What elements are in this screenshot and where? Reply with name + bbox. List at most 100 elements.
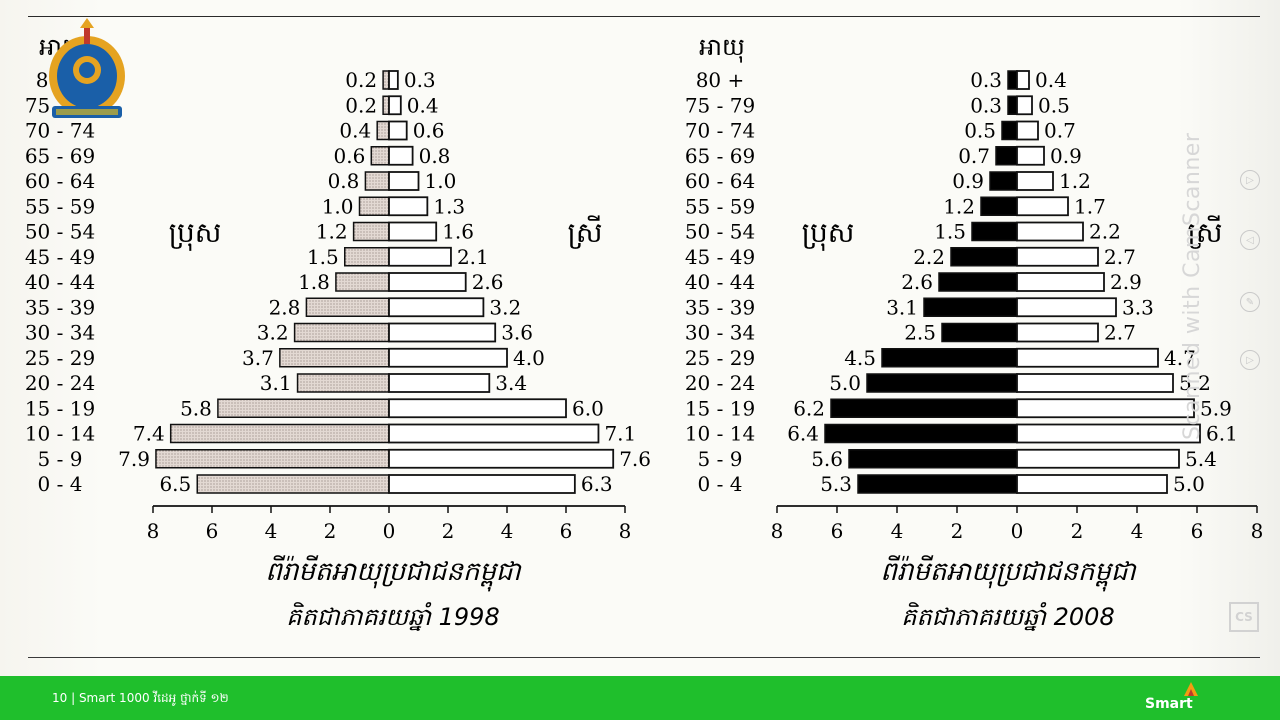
male-bar [296,373,390,393]
female-bar [1016,448,1180,469]
play-icon[interactable]: ▷ [1240,350,1260,370]
male-value-label: 5.8 [180,396,212,420]
female-bar [388,145,414,166]
male-value-label: 0.9 [952,169,984,193]
x-tick-label: 2 [324,519,337,543]
female-value-label: 2.2 [1089,220,1121,244]
female-bar [1016,272,1105,292]
male-value-label: 0.2 [345,93,377,117]
population-pyramids: អាយុ 0 - 4 6.5 6.3 5 - 9 7.9 7.6 10 - 14 7.4 7.1 1… [25,33,1264,631]
female-value-label: 0.3 [404,68,436,92]
female-bar [388,398,567,419]
x-tick-label: 4 [501,519,514,543]
chart-title: ពីរ៉ាមីតអាយុប្រជាជនកម្ពុជា [265,555,522,592]
female-label: ស្រី [568,215,603,249]
draw-icon[interactable]: ✎ [1240,292,1260,312]
chart-subtitle: គិតជាភាគរយឆ្នាំ 2008 [901,602,1114,631]
brand-name: Smart [1145,696,1193,712]
male-bar [169,423,390,444]
male-bar [335,272,390,292]
male-value-label: 2.2 [913,245,945,269]
female-value-label: 4.0 [513,346,545,370]
male-bar [155,449,390,469]
male-value-label: 1.5 [934,220,966,244]
age-tick-label: 75 - 79 [685,93,755,117]
back-icon[interactable]: ◁ [1240,230,1260,250]
age-tick-label: 45 - 49 [25,245,95,269]
age-tick-label: 10 - 14 [685,422,755,446]
male-bar [352,221,390,242]
age-tick-label: 80 + [696,68,745,92]
age-tick-label: 15 - 19 [25,396,95,420]
female-bar [1016,347,1159,368]
male-value-label: 5.0 [829,371,861,395]
age-tick-label: 65 - 69 [685,144,755,168]
male-value-label: 0.2 [345,68,377,92]
female-bar [388,423,600,444]
age-tick-label: 60 - 64 [25,169,95,193]
male-bar [824,423,1018,444]
female-value-label: 2.7 [1104,321,1136,345]
male-bar [1001,120,1018,141]
female-bar [388,171,420,191]
x-tick-label: 6 [1191,519,1204,543]
age-tick-label: 0 - 4 [38,472,83,496]
male-bar [989,171,1018,191]
female-value-label: 7.1 [604,422,636,446]
age-axis-label: អាយុ [699,33,745,63]
top-border [28,16,1260,17]
female-bar [1016,196,1069,217]
male-value-label: 1.2 [316,220,348,244]
female-value-label: 3.6 [501,321,533,345]
play-icon[interactable]: ▷ [1240,170,1260,190]
male-bar [941,322,1018,343]
female-label: ស្រី [1188,215,1223,249]
female-bar [388,474,576,494]
male-bar [1007,70,1018,90]
age-tick-label: 25 - 29 [25,346,95,370]
male-value-label: 0.4 [339,119,371,143]
male-value-label: 0.3 [970,68,1002,92]
x-tick-label: 4 [265,519,278,543]
male-bar [364,171,390,191]
male-value-label: 1.0 [322,194,354,218]
age-tick-label: 25 - 29 [685,346,755,370]
x-tick-label: 6 [560,519,573,543]
female-value-label: 0.4 [1035,68,1067,92]
male-value-label: 1.8 [298,270,330,294]
x-tick-label: 4 [891,519,904,543]
x-tick-label: 8 [1251,519,1264,543]
age-tick-label: 45 - 49 [685,245,755,269]
female-value-label: 2.6 [472,270,504,294]
female-bar [1016,474,1168,494]
camscanner-watermark: Scanned with CamScanner [1180,132,1205,440]
female-bar [388,448,615,469]
x-tick-label: 2 [951,519,964,543]
male-bar [305,297,390,317]
male-value-label: 0.6 [333,144,365,168]
male-bar [217,398,390,418]
male-value-label: 2.6 [901,270,933,294]
male-value-label: 0.3 [970,93,1002,117]
female-bar [388,246,452,267]
male-bar [881,348,1018,368]
female-bar [388,95,402,116]
male-value-label: 3.7 [242,346,274,370]
male-bar [1007,95,1018,115]
male-bar [344,247,390,267]
female-value-label: 3.3 [1122,295,1154,319]
pyramid-1998: អាយុ0 - 46.56.35 - 97.97.610 - 147.47.11… [25,33,651,631]
female-bar [1016,423,1201,444]
x-tick-label: 4 [1131,519,1144,543]
male-bar [866,373,1018,393]
male-value-label: 0.5 [964,119,996,143]
age-tick-label: 60 - 64 [685,169,755,193]
female-value-label: 2.1 [457,245,489,269]
female-value-label: 0.5 [1038,93,1070,117]
female-bar [1016,246,1099,267]
female-bar [388,347,508,368]
female-value-label: 1.0 [425,169,457,193]
age-tick-label: 55 - 59 [25,194,95,218]
female-value-label: 1.7 [1074,194,1106,218]
female-bar [388,221,438,242]
